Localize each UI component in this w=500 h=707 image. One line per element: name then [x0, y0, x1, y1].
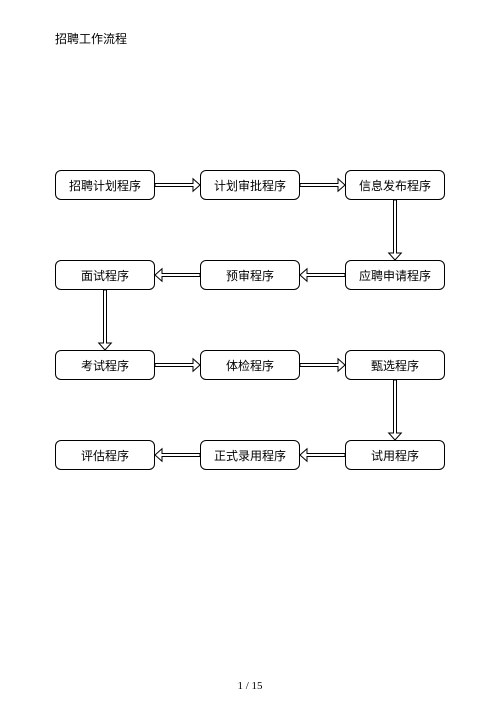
flow-arrow [300, 269, 345, 282]
flow-node-label: 预审程序 [226, 267, 274, 284]
flow-node-n2: 计划审批程序 [200, 170, 300, 200]
flow-node-n1: 招聘计划程序 [55, 170, 155, 200]
flow-arrow [155, 179, 200, 192]
flow-node-n8: 体检程序 [200, 350, 300, 380]
flow-arrow [155, 359, 200, 372]
flow-node-n11: 正式录用程序 [200, 440, 300, 470]
flow-node-label: 评估程序 [81, 447, 129, 464]
flow-node-label: 甄选程序 [371, 357, 419, 374]
flow-node-label: 试用程序 [371, 447, 419, 464]
flow-node-label: 面试程序 [81, 267, 129, 284]
flow-node-n7: 考试程序 [55, 350, 155, 380]
flow-node-n3: 信息发布程序 [345, 170, 445, 200]
flow-node-n9: 甄选程序 [345, 350, 445, 380]
flow-node-label: 考试程序 [81, 357, 129, 374]
flow-node-n6: 应聘申请程序 [345, 260, 445, 290]
flow-arrow [300, 359, 345, 372]
flow-node-label: 体检程序 [226, 357, 274, 374]
flow-node-n5: 预审程序 [200, 260, 300, 290]
flow-arrow [99, 290, 112, 350]
flow-node-n12: 试用程序 [345, 440, 445, 470]
page-footer: 1 / 15 [0, 680, 500, 692]
flow-arrow [300, 449, 345, 462]
flow-arrow [155, 269, 200, 282]
page: 招聘工作流程 1 / 15 招聘计划程序 计划审批程序 信息发布程序面试程序 预审程序… [0, 0, 500, 707]
flow-node-label: 应聘申请程序 [359, 267, 431, 284]
page-title: 招聘工作流程 [55, 30, 127, 47]
flow-node-n4: 面试程序 [55, 260, 155, 290]
flow-node-label: 计划审批程序 [214, 177, 286, 194]
flow-arrow [389, 380, 402, 440]
flow-node-label: 正式录用程序 [214, 447, 286, 464]
flow-node-n10: 评估程序 [55, 440, 155, 470]
flow-arrow [389, 200, 402, 260]
flow-arrow [300, 179, 345, 192]
flow-arrow [155, 449, 200, 462]
flow-node-label: 招聘计划程序 [69, 177, 141, 194]
flow-node-label: 信息发布程序 [359, 177, 431, 194]
